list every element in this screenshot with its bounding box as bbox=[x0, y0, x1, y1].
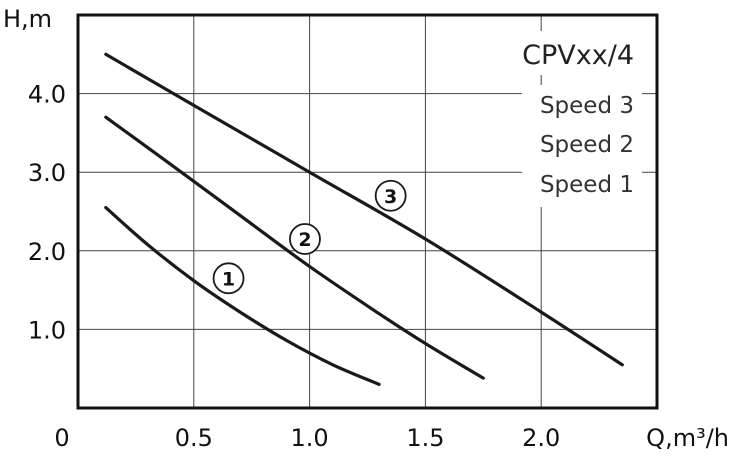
curve-speed-1 bbox=[104, 206, 381, 386]
y-tick-label: 4.0 bbox=[28, 81, 66, 109]
curve-marker-label: 2 bbox=[298, 229, 311, 251]
curve-speed-3 bbox=[104, 52, 624, 367]
tick-labels: 0.5 1.0 1.5 2.0 1.0 2.0 3.0 4.0 bbox=[28, 81, 560, 452]
y-tick-label: 1.0 bbox=[28, 316, 66, 344]
legend-entry-speed-1: Speed 1 bbox=[540, 172, 634, 198]
legend-entry-speed-2: Speed 2 bbox=[540, 132, 634, 158]
legend-entry-speed-3: Speed 3 bbox=[540, 93, 634, 119]
plot-frame bbox=[76, 13, 659, 410]
x-axis-label: Q,m³/h bbox=[646, 424, 729, 452]
title-background bbox=[490, 31, 640, 75]
legend: Speed 3 Speed 2 Speed 1 bbox=[522, 85, 642, 207]
y-axis-label: H,m bbox=[3, 5, 52, 33]
y-tick-label: 2.0 bbox=[28, 238, 66, 266]
curve-marker-circle bbox=[289, 223, 321, 255]
y-tick-label: 3.0 bbox=[28, 159, 66, 187]
grid bbox=[78, 15, 657, 408]
curve-marker-label: 3 bbox=[384, 186, 397, 208]
curves bbox=[104, 52, 624, 386]
curve-marker-circle bbox=[374, 179, 407, 212]
legend-background bbox=[522, 85, 642, 207]
origin-label: 0 bbox=[54, 424, 69, 452]
curve-markers: 1 2 3 bbox=[212, 179, 407, 295]
curve-marker-circle bbox=[212, 262, 245, 295]
x-tick-label: 1.0 bbox=[291, 424, 329, 452]
curve-speed-2 bbox=[104, 115, 485, 380]
x-tick-label: 0.5 bbox=[175, 424, 213, 452]
x-tick-label: 2.0 bbox=[522, 424, 560, 452]
chart-title: CPVxx/4 bbox=[522, 40, 634, 71]
curve-marker-label: 1 bbox=[222, 268, 235, 290]
x-tick-label: 1.5 bbox=[406, 424, 444, 452]
